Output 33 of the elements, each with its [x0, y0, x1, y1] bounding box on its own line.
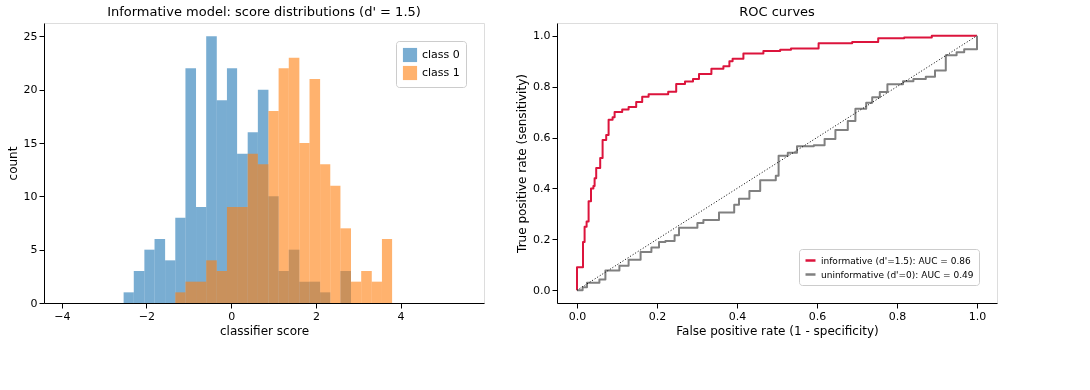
y-tick-label: 1.0 — [533, 29, 551, 43]
y-axis-title: count — [5, 146, 20, 181]
y-tick-label: 0.4 — [533, 181, 551, 195]
legend-label: informative (d'=1.5): AUC = 0.86 — [821, 255, 972, 266]
x-tick-label: 0 — [228, 309, 236, 323]
x-tick-label: 0.2 — [648, 309, 667, 323]
y-tick-label: 0 — [30, 296, 38, 310]
chart-title: Informative model: score distributions (d' = 1.5) — [107, 4, 421, 19]
x-tick-label: 0.6 — [808, 309, 827, 323]
x-tick-label: 2 — [312, 309, 320, 323]
y-axis-title: True positive rate (sensitivity) — [515, 74, 530, 254]
x-axis-title: False positive rate (1 - specificity) — [676, 323, 879, 338]
x-tick-label: 0.4 — [728, 309, 747, 323]
x-tick-label: 0.8 — [888, 309, 907, 323]
y-tick-label: 0.2 — [533, 232, 551, 246]
y-tick-label: 20 — [23, 83, 38, 97]
y-tick-label: 0.8 — [533, 80, 551, 94]
y-tick-label: 0.0 — [533, 283, 551, 297]
chart-title: ROC curves — [739, 4, 816, 19]
legend-label: class 1 — [422, 66, 460, 79]
y-tick-label: 15 — [23, 136, 38, 150]
y-tick-label: 5 — [30, 243, 38, 257]
y-tick-label: 25 — [23, 29, 38, 43]
y-tick-label: 0.6 — [533, 131, 551, 145]
x-tick-label: −2 — [138, 309, 156, 323]
x-tick-label: 1.0 — [968, 309, 987, 323]
x-axis-title: classifier score — [219, 323, 310, 338]
x-tick-label: 4 — [397, 309, 405, 323]
x-tick-label: 0.0 — [568, 309, 587, 323]
legend-label: class 0 — [422, 48, 460, 61]
legend-label: uninformative (d'=0): AUC = 0.49 — [821, 269, 974, 280]
x-tick-label: −4 — [54, 309, 71, 323]
y-tick-label: 10 — [23, 189, 38, 203]
